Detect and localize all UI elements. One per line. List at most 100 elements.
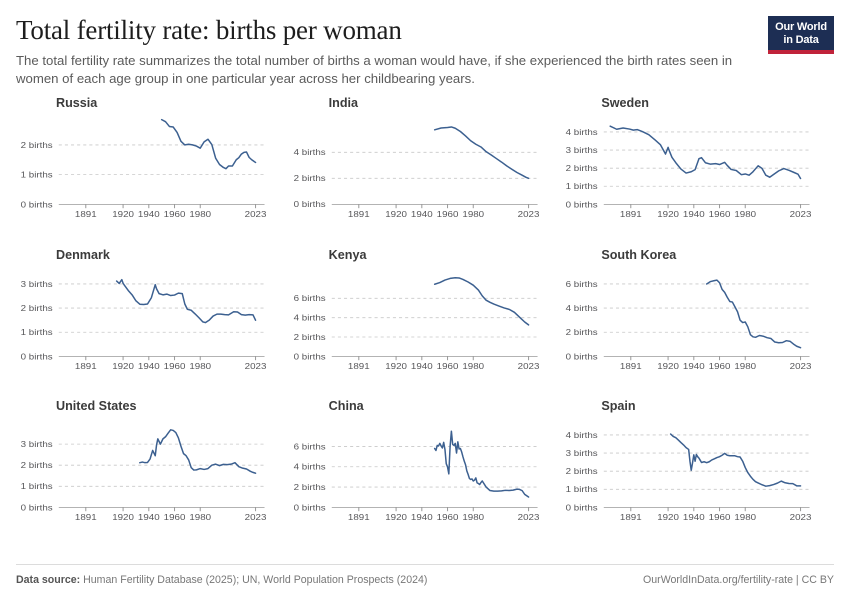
panel-china[interactable]: China 0 births 2 births 4 births 6 births 189… xyxy=(289,399,562,551)
panel-south-korea[interactable]: South Korea 0 births 2 births 4 births 6 bir… xyxy=(561,248,834,400)
x-axis-tick-label: 1980 xyxy=(189,210,211,219)
panel-united-states[interactable]: United States 0 births 1 births 2 births 3 b… xyxy=(16,399,289,551)
y-axis-tick-label: 0 births xyxy=(566,352,599,361)
x-axis-tick-label: 1980 xyxy=(462,513,484,522)
x-axis-tick-label: 1980 xyxy=(189,362,211,371)
small-multiples-grid: Russia 0 births 1 births 2 births 1891 1920 19… xyxy=(16,96,834,551)
y-axis-tick-label: 0 births xyxy=(21,352,54,361)
x-axis-tick-label: 1960 xyxy=(436,513,458,522)
panel-spain[interactable]: Spain 0 births 1 births 2 births 3 births 4 b… xyxy=(561,399,834,551)
plot-area[interactable]: 0 births 1 births 2 births 1891 1920 1940 1960… xyxy=(16,116,271,220)
panel-title: Sweden xyxy=(601,96,649,110)
series-line-sweden[interactable] xyxy=(611,126,801,178)
y-axis-tick-label: 4 births xyxy=(293,148,326,157)
panel-title: Spain xyxy=(601,399,636,414)
x-axis-tick-label: 1920 xyxy=(385,362,407,371)
x-axis-tick-label: 1891 xyxy=(620,513,642,522)
x-axis-tick-label: 1891 xyxy=(620,362,642,371)
panel-title: Russia xyxy=(56,96,98,110)
panel-india[interactable]: India 0 births 2 births 4 births 1891 1920 194… xyxy=(289,96,562,248)
series-line-spain[interactable] xyxy=(671,434,801,486)
series-line-denmark[interactable] xyxy=(117,279,256,322)
y-axis-tick-label: 0 births xyxy=(293,503,326,512)
panel-sweden[interactable]: Sweden 0 births 1 births 2 births 3 births 4 … xyxy=(561,96,834,248)
y-axis-tick-label: 1 births xyxy=(566,485,599,494)
panel-title: United States xyxy=(56,399,137,414)
x-axis-tick-label: 2023 xyxy=(790,210,812,219)
y-axis-tick-label: 1 births xyxy=(21,170,54,179)
x-axis-tick-label: 1960 xyxy=(709,513,731,522)
x-axis-tick-label: 1960 xyxy=(709,362,731,371)
x-axis-tick-label: 2023 xyxy=(245,362,267,371)
series-line-russia[interactable] xyxy=(162,120,256,169)
y-axis-tick-label: 1 births xyxy=(566,182,599,191)
y-axis-tick-label: 6 births xyxy=(293,442,326,451)
y-axis-tick-label: 6 births xyxy=(293,294,326,303)
x-axis-tick-label: 1940 xyxy=(411,513,433,522)
plot-area[interactable]: 0 births 1 births 2 births 3 births 4 births… xyxy=(561,116,816,220)
x-axis-tick-label: 1960 xyxy=(164,210,186,219)
x-axis-tick-label: 1940 xyxy=(411,210,433,219)
x-axis-tick-label: 1960 xyxy=(436,210,458,219)
chart-footer: Data source: Human Fertility Database (2… xyxy=(16,564,834,586)
plot-area[interactable]: 0 births 2 births 4 births 6 births 1891 1920… xyxy=(289,419,544,523)
series-line-south-korea[interactable] xyxy=(707,280,801,348)
x-axis-tick-label: 1940 xyxy=(683,210,705,219)
page-title: Total fertility rate: births per woman xyxy=(16,15,402,45)
series-line-india[interactable] xyxy=(434,127,528,178)
x-axis-tick-label: 1940 xyxy=(138,513,160,522)
x-axis-tick-label: 1940 xyxy=(683,362,705,371)
x-axis-tick-label: 1980 xyxy=(189,513,211,522)
y-axis-tick-label: 3 births xyxy=(21,279,54,288)
y-axis-tick-label: 2 births xyxy=(293,483,326,492)
y-axis-tick-label: 2 births xyxy=(21,461,54,470)
series-line-china[interactable] xyxy=(434,432,528,498)
plot-area[interactable]: 0 births 1 births 2 births 3 births 4 births… xyxy=(561,419,816,523)
y-axis-tick-label: 2 births xyxy=(21,303,54,312)
panel-kenya[interactable]: Kenya 0 births 2 births 4 births 6 births 189… xyxy=(289,248,562,400)
plot-area[interactable]: 0 births 2 births 4 births 1891 1920 1940 1960… xyxy=(289,116,544,220)
x-axis-tick-label: 2023 xyxy=(790,513,812,522)
x-axis-tick-label: 1920 xyxy=(658,513,680,522)
y-axis-tick-label: 3 births xyxy=(21,440,54,449)
data-source-label: Data source: xyxy=(16,574,81,586)
y-axis-tick-label: 0 births xyxy=(293,200,326,209)
x-axis-tick-label: 2023 xyxy=(517,513,539,522)
x-axis-tick-label: 1960 xyxy=(709,210,731,219)
y-axis-tick-label: 4 births xyxy=(293,313,326,322)
x-axis-tick-label: 2023 xyxy=(245,210,267,219)
series-line-united-states[interactable] xyxy=(140,430,256,473)
panel-title: Denmark xyxy=(56,247,110,262)
x-axis-tick-label: 1980 xyxy=(735,513,757,522)
x-axis-tick-label: 1891 xyxy=(348,362,370,371)
x-axis-tick-label: 1980 xyxy=(462,210,484,219)
plot-area[interactable]: 0 births 1 births 2 births 3 births 1891 1920… xyxy=(16,419,271,523)
plot-area[interactable]: 0 births 1 births 2 births 3 births 1891 1920… xyxy=(16,268,271,372)
chart-header: Total fertility rate: births per woman T… xyxy=(16,14,834,88)
x-axis-tick-label: 2023 xyxy=(517,362,539,371)
series-line-kenya[interactable] xyxy=(434,277,528,324)
y-axis-tick-label: 1 births xyxy=(21,328,54,337)
x-axis-tick-label: 1891 xyxy=(348,513,370,522)
x-axis-tick-label: 1891 xyxy=(620,210,642,219)
y-axis-tick-label: 2 births xyxy=(566,467,599,476)
owid-logo[interactable]: Our World in Data xyxy=(768,16,834,54)
attribution-link[interactable]: OurWorldInData.org/fertility-rate | CC B… xyxy=(643,574,834,586)
x-axis-tick-label: 1940 xyxy=(683,513,705,522)
owid-logo-line2: in Data xyxy=(783,33,819,46)
y-axis-tick-label: 2 births xyxy=(21,141,54,150)
plot-area[interactable]: 0 births 2 births 4 births 6 births 1891 1920… xyxy=(561,268,816,372)
y-axis-tick-label: 0 births xyxy=(21,200,54,209)
data-source-text: Human Fertility Database (2025); UN, Wor… xyxy=(83,574,428,586)
y-axis-tick-label: 0 births xyxy=(566,200,599,209)
x-axis-tick-label: 1960 xyxy=(436,362,458,371)
plot-area[interactable]: 0 births 2 births 4 births 6 births 1891 1920… xyxy=(289,268,544,372)
x-axis-tick-label: 1891 xyxy=(75,210,97,219)
panel-russia[interactable]: Russia 0 births 1 births 2 births 1891 1920 19… xyxy=(16,96,289,248)
x-axis-tick-label: 1920 xyxy=(385,513,407,522)
y-axis-tick-label: 1 births xyxy=(21,482,54,491)
y-axis-tick-label: 3 births xyxy=(566,146,599,155)
x-axis-tick-label: 1891 xyxy=(348,210,370,219)
x-axis-tick-label: 1920 xyxy=(385,210,407,219)
panel-denmark[interactable]: Denmark 0 births 1 births 2 births 3 births 1… xyxy=(16,248,289,400)
